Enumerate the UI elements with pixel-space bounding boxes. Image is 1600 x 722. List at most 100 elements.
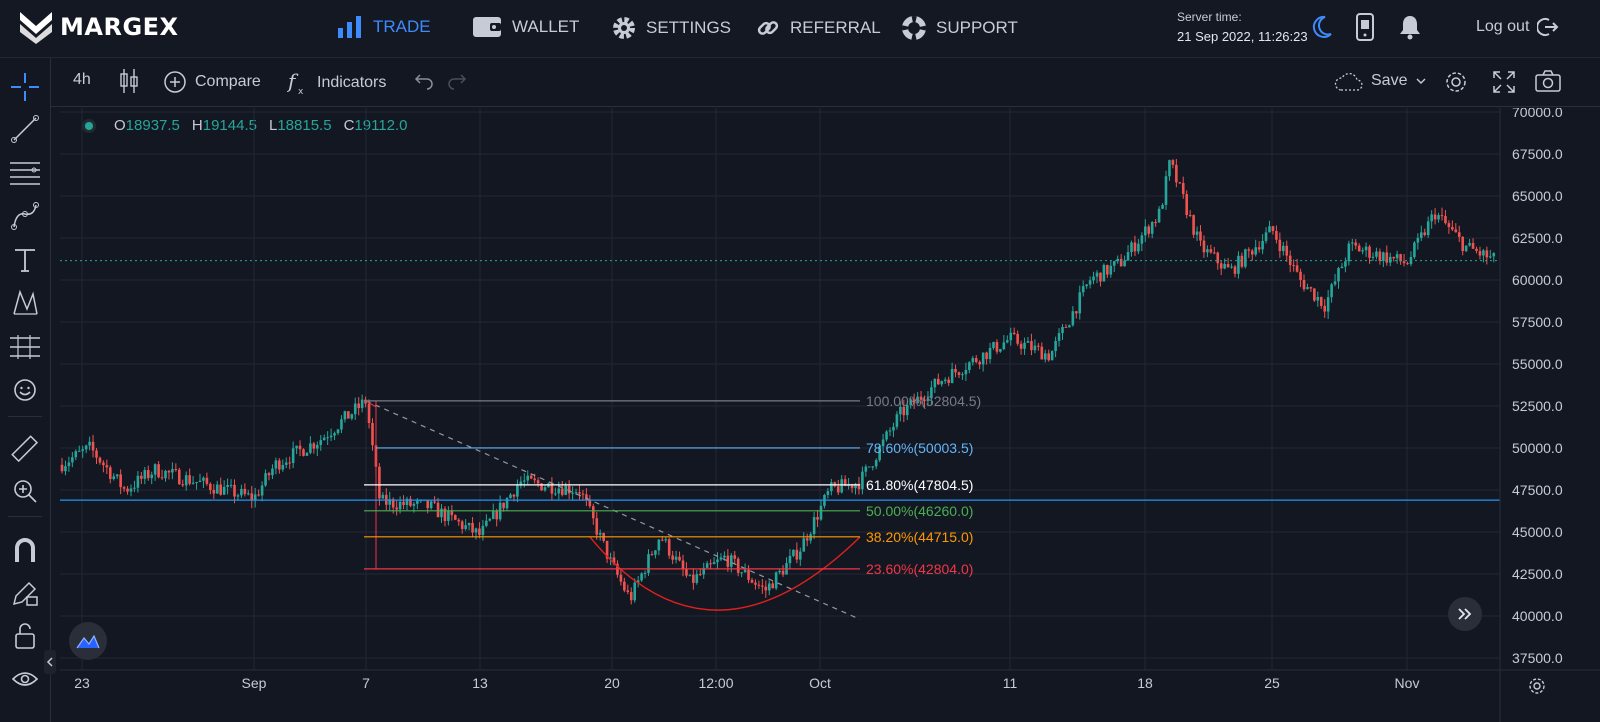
candle-up (1223, 264, 1226, 269)
candle-down (709, 563, 712, 565)
undo-button[interactable] (414, 72, 434, 90)
interval-selector[interactable]: 4h (73, 71, 91, 89)
candle-down (919, 396, 923, 400)
mobile-app-icon[interactable] (1356, 13, 1374, 41)
horizontal-lines-tool[interactable] (10, 158, 40, 188)
pattern-icon (13, 289, 38, 315)
moon-icon[interactable] (1311, 15, 1333, 39)
logout-label: Log out (1476, 18, 1530, 35)
candle-up (792, 549, 795, 556)
open-label: O (114, 117, 126, 134)
candle-down (588, 500, 592, 507)
candle-down (1175, 164, 1178, 183)
path-tool[interactable] (10, 201, 40, 231)
candle-down (391, 499, 395, 508)
screenshot-button[interactable] (1535, 70, 1561, 92)
fibonacci-retracement: 100.00%(52804.5) 78.60%(50003.5) 61.80%(47… (364, 393, 981, 577)
candle-down (219, 484, 222, 495)
candle-down (443, 508, 447, 521)
price-tick-label: 70000.0 (1512, 108, 1563, 120)
drawing-toolbar (0, 58, 56, 722)
gear-icon (1446, 72, 1466, 92)
fullscreen-button[interactable] (1492, 70, 1516, 94)
price-tick-label: 42500.0 (1512, 566, 1563, 582)
candle-up (198, 480, 202, 482)
candle-up (305, 452, 309, 456)
candle-up (481, 525, 485, 536)
lock-drawings-tool[interactable] (10, 578, 40, 608)
magnet-tool[interactable] (10, 536, 40, 566)
scroll-to-realtime-button[interactable] (1448, 597, 1482, 631)
forecast-tool[interactable] (10, 332, 40, 362)
candle-up (812, 517, 816, 535)
collapse-toolbar-button[interactable] (44, 650, 56, 674)
candle-down (1257, 247, 1261, 250)
fib-level-label: 61.80%(47804.5) (866, 477, 973, 493)
candle-down (1226, 264, 1230, 268)
pattern-tool[interactable] (10, 288, 40, 318)
candle-down (671, 555, 674, 560)
price-chart[interactable]: 100.00%(52804.5) 78.60%(50003.5) 61.80%(47… (60, 108, 1600, 722)
candle-up (774, 572, 778, 589)
candle-up (571, 492, 574, 494)
compare-button[interactable]: Compare (163, 70, 261, 94)
unlock-tool[interactable] (10, 621, 40, 651)
logout-button[interactable]: Log out (1476, 17, 1559, 37)
measure-tool[interactable] (10, 434, 40, 464)
redo-button[interactable] (447, 72, 467, 90)
candle-down (91, 441, 95, 451)
candle-down (140, 475, 143, 479)
candle-up (1254, 247, 1257, 255)
candle-down (1299, 271, 1302, 281)
nav-wallet[interactable]: WALLET (472, 16, 579, 38)
trendline-tool[interactable] (10, 114, 40, 144)
candle-down (102, 462, 105, 466)
nav-support[interactable]: SUPPORT (902, 16, 1018, 40)
chart-type-button[interactable] (118, 68, 140, 94)
candle-up (191, 482, 195, 484)
candle-down (592, 506, 595, 519)
candle-up (464, 525, 467, 529)
candle-up (695, 574, 699, 583)
tradingview-badge[interactable] (69, 622, 107, 660)
candle-down (454, 515, 457, 520)
candle-down (174, 469, 178, 471)
candle-up (1137, 243, 1140, 252)
candle-up (1326, 297, 1330, 312)
lifebuoy-icon (902, 16, 926, 40)
bell-icon[interactable] (1399, 14, 1421, 40)
chart-settings-button[interactable] (1444, 70, 1468, 94)
nav-referral[interactable]: REFERRAL (756, 16, 881, 40)
candle-down (619, 574, 623, 582)
candle-up (802, 538, 806, 552)
candle-down (1440, 215, 1444, 217)
zoom-tool[interactable] (10, 476, 40, 506)
candle-down (1202, 240, 1206, 253)
nav-trade[interactable]: TRADE (337, 16, 431, 38)
candle-down (585, 494, 588, 501)
wallet-icon (473, 17, 501, 37)
axis-settings-icon[interactable] (1527, 676, 1547, 696)
candle-up (1268, 226, 1271, 233)
candle-up (295, 445, 298, 449)
crosshair-tool[interactable] (10, 72, 40, 102)
candle-down (978, 361, 981, 365)
close-label: C (343, 117, 355, 134)
emoji-tool[interactable] (10, 375, 40, 405)
candle-down (1485, 250, 1489, 258)
candle-up (226, 484, 229, 487)
candle-down (233, 484, 236, 497)
text-tool[interactable] (10, 245, 40, 275)
candle-down (540, 483, 543, 491)
save-button[interactable]: Save (1333, 70, 1427, 92)
nav-settings[interactable]: SETTINGS (612, 16, 731, 40)
candle-down (626, 590, 630, 593)
candle-down (833, 482, 837, 487)
toolbar-divider (8, 516, 42, 517)
margex-logo[interactable]: MARGEX (18, 10, 179, 44)
candle-up (971, 358, 975, 363)
visibility-tool[interactable] (10, 664, 40, 694)
candle-up (647, 554, 650, 573)
cup-pattern-arc (589, 536, 861, 611)
